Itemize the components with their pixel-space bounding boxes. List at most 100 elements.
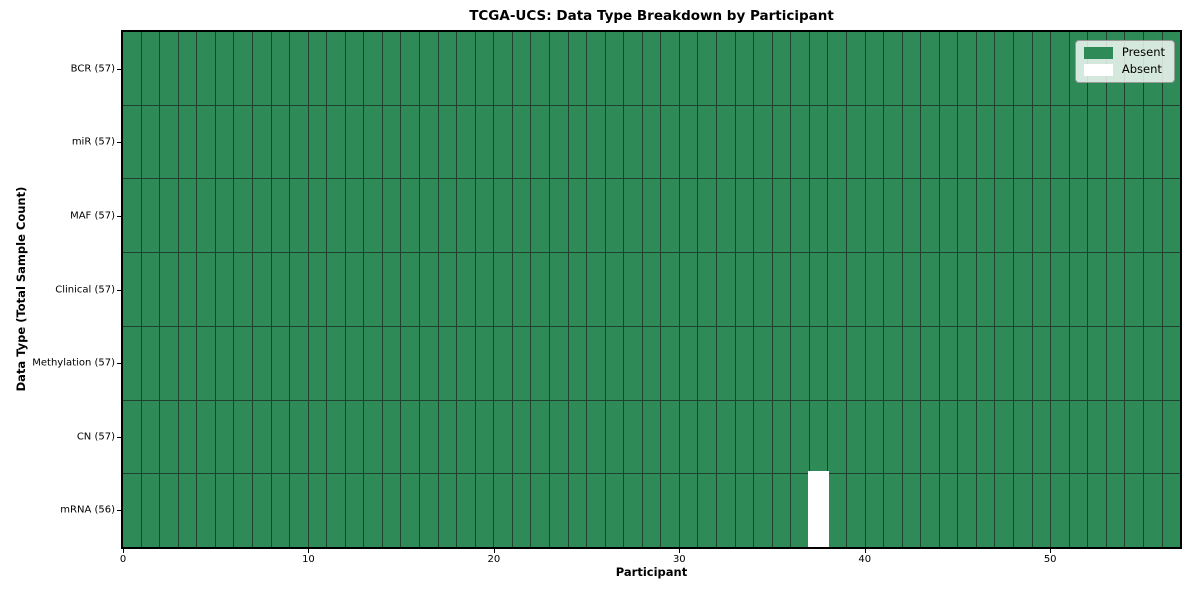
heatmap-cell — [363, 253, 382, 326]
heatmap-cell — [827, 32, 846, 105]
heatmap-cell — [530, 253, 549, 326]
heatmap-cell — [419, 179, 438, 253]
heatmap-cell — [827, 179, 846, 253]
heatmap-cell — [1142, 400, 1162, 474]
heatmap-row — [123, 473, 1180, 547]
heatmap-cell — [641, 253, 661, 326]
heatmap-cell — [1050, 105, 1069, 179]
heatmap-cell — [790, 105, 809, 179]
heatmap-cell — [753, 474, 772, 547]
heatmap-cell — [938, 179, 958, 253]
heatmap-cell — [214, 105, 234, 179]
heatmap-cell — [1161, 179, 1180, 253]
heatmap-cell — [901, 105, 921, 179]
y-tick-label: Clinical (57) — [55, 284, 115, 295]
heatmap-cell — [1142, 105, 1162, 179]
heatmap-cell — [344, 400, 364, 474]
heatmap-cell — [994, 474, 1013, 547]
heatmap-cell — [289, 105, 308, 179]
heatmap-cell — [660, 32, 679, 105]
heatmap-cell — [419, 326, 438, 400]
heatmap-cell — [344, 179, 364, 253]
heatmap-cell — [1013, 32, 1032, 105]
heatmap-cell — [419, 474, 438, 547]
heatmap-cell — [289, 400, 308, 474]
heatmap-cell — [586, 474, 605, 547]
heatmap-cell — [530, 400, 549, 474]
y-tick-label: CN (57) — [76, 431, 115, 443]
heatmap-cell — [123, 105, 141, 179]
heatmap-cell — [419, 105, 438, 179]
heatmap-cell — [994, 253, 1013, 326]
heatmap-cell — [1142, 326, 1162, 400]
heatmap-cell — [344, 32, 364, 105]
heatmap-cell — [716, 32, 735, 105]
heatmap-cell — [1161, 400, 1180, 474]
heatmap-cell — [214, 179, 234, 253]
heatmap-cell — [123, 326, 141, 400]
heatmap-cell — [1105, 105, 1125, 179]
heatmap-cell — [196, 400, 215, 474]
heatmap-cell — [753, 32, 772, 105]
heatmap-cell — [196, 474, 215, 547]
heatmap-cell — [548, 105, 568, 179]
heatmap-cell — [307, 326, 327, 400]
heatmap-cell — [289, 474, 308, 547]
heatmap-cell — [1031, 32, 1051, 105]
heatmap-cell — [307, 105, 327, 179]
heatmap-cell — [586, 32, 605, 105]
present-swatch — [1083, 47, 1113, 59]
heatmap-cell — [307, 253, 327, 326]
heatmap-cell — [437, 179, 457, 253]
heatmap-cell — [641, 400, 661, 474]
heatmap-cell — [753, 179, 772, 253]
heatmap-cell — [957, 253, 976, 326]
y-tick-label: BCR (57) — [70, 63, 115, 75]
heatmap-cell — [1105, 253, 1125, 326]
heatmap-cell — [159, 326, 178, 400]
heatmap-cell — [920, 32, 939, 105]
heatmap-cell — [140, 179, 160, 253]
heatmap-cell — [474, 105, 494, 179]
heatmap-cell — [678, 253, 698, 326]
heatmap-cell — [233, 474, 252, 547]
heatmap-cell — [957, 32, 976, 105]
heatmap-cell — [177, 179, 197, 253]
heatmap-cell — [437, 474, 457, 547]
heatmap-cell — [808, 326, 828, 400]
heatmap-cell — [716, 179, 735, 253]
heatmap-cell — [456, 474, 475, 547]
heatmap-cell — [140, 400, 160, 474]
heatmap-cell — [827, 253, 846, 326]
heatmap-cell — [1124, 474, 1143, 547]
heatmap-cell — [233, 400, 252, 474]
heatmap-cell — [381, 474, 401, 547]
heatmap-cell — [938, 474, 958, 547]
y-tick-label: Methylation (57) — [32, 357, 115, 369]
heatmap-cell — [938, 105, 958, 179]
heatmap-cell — [901, 474, 921, 547]
heatmap-cell — [864, 32, 884, 105]
heatmap-cell — [344, 326, 364, 400]
heatmap-cell — [623, 179, 642, 253]
heatmap-cell — [140, 253, 160, 326]
heatmap-cell — [1142, 179, 1162, 253]
heatmap-cell — [270, 179, 290, 253]
heatmap-cell — [678, 105, 698, 179]
heatmap-cell — [697, 105, 716, 179]
heatmap-cell — [326, 326, 345, 400]
heatmap-cell — [474, 253, 494, 326]
heatmap-cell — [400, 400, 419, 474]
x-tick-mark — [493, 549, 495, 553]
heatmap-cell — [808, 400, 828, 474]
heatmap-cell — [678, 179, 698, 253]
heatmap-cell — [660, 253, 679, 326]
heatmap-cell — [957, 474, 976, 547]
heatmap-cell — [289, 326, 308, 400]
heatmap-cell — [660, 326, 679, 400]
heatmap-cell — [678, 400, 698, 474]
heatmap-cell — [177, 474, 197, 547]
heatmap-cell — [1105, 474, 1125, 547]
heatmap-cell — [289, 179, 308, 253]
